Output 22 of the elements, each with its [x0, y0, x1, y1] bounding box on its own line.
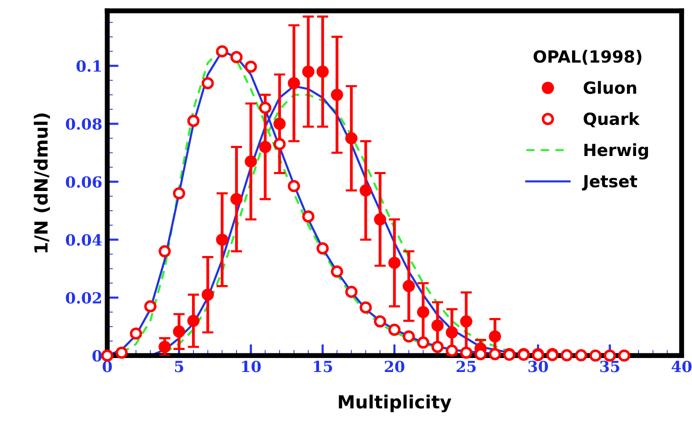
x-tick-label: 35: [600, 360, 620, 372]
y-tick-label: 0.02: [66, 292, 102, 304]
x-tick-label: 40: [672, 360, 692, 372]
x-tick-label: 5: [174, 360, 184, 372]
y-tick-label: 0.04: [66, 234, 102, 246]
x-tick-label: 20: [384, 360, 404, 372]
y-tick-label: 0: [92, 350, 102, 362]
y-tick-label: 0.1: [76, 60, 101, 72]
x-tick-label: 15: [314, 360, 332, 372]
x-axis-title: Multiplicity: [338, 394, 452, 412]
legend-label: Gluon: [584, 81, 636, 94]
x-tick-label: 25: [456, 360, 476, 372]
legend-label: Herwig: [584, 143, 648, 160]
x-tick-label: 30: [528, 360, 548, 372]
y-tick-label: 0.06: [66, 176, 102, 188]
legend-label: Jetset: [582, 175, 638, 191]
x-tick-label: 0: [102, 360, 112, 372]
x-tick-label: 10: [242, 360, 261, 372]
legend-label: Quark: [584, 112, 640, 128]
y-axis-title: 1/N (dN/dmul): [34, 113, 50, 252]
y-tick-label: 0.08: [66, 118, 102, 130]
legend-title: OPAL(1998): [534, 50, 642, 65]
